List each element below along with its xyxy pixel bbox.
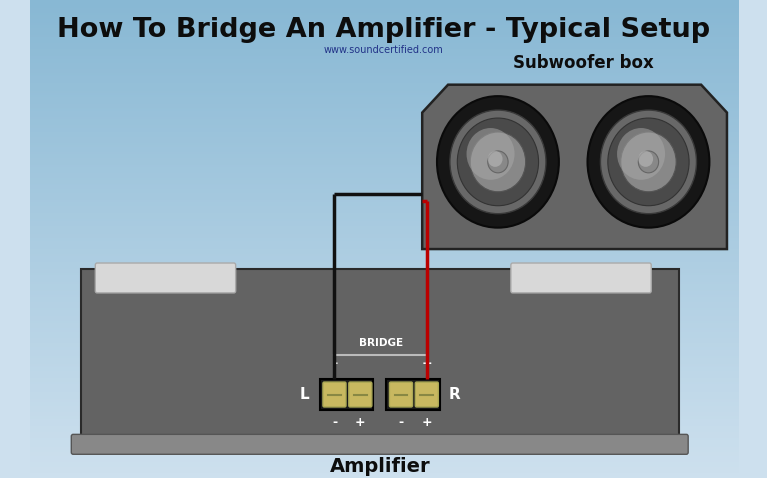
Text: +: + <box>355 416 366 429</box>
Text: -: - <box>398 416 403 429</box>
Text: -: - <box>332 357 337 369</box>
FancyBboxPatch shape <box>95 263 235 293</box>
FancyBboxPatch shape <box>349 382 372 407</box>
Bar <box>81 269 679 438</box>
Text: +: + <box>422 416 432 429</box>
Circle shape <box>601 110 696 214</box>
FancyBboxPatch shape <box>71 435 688 454</box>
Circle shape <box>638 151 659 173</box>
Circle shape <box>488 151 508 173</box>
Text: Amplifier: Amplifier <box>329 457 430 476</box>
Circle shape <box>457 118 538 206</box>
Polygon shape <box>422 85 727 249</box>
Text: L: L <box>300 387 310 402</box>
Text: How To Bridge An Amplifier - Typical Setup: How To Bridge An Amplifier - Typical Set… <box>57 17 710 43</box>
Text: www.soundcertified.com: www.soundcertified.com <box>324 45 443 55</box>
Bar <box>320 379 374 411</box>
FancyBboxPatch shape <box>415 382 439 407</box>
Circle shape <box>617 128 665 180</box>
Text: +: + <box>422 357 432 369</box>
Circle shape <box>450 110 546 214</box>
Text: Subwoofer box: Subwoofer box <box>513 54 654 72</box>
Circle shape <box>488 151 502 167</box>
Circle shape <box>588 96 709 228</box>
Circle shape <box>621 132 676 192</box>
FancyBboxPatch shape <box>511 263 651 293</box>
Bar <box>387 379 439 411</box>
FancyBboxPatch shape <box>323 382 346 407</box>
Circle shape <box>638 151 653 167</box>
Text: BRIDGE: BRIDGE <box>359 337 403 348</box>
Circle shape <box>437 96 559 228</box>
FancyBboxPatch shape <box>390 382 413 407</box>
Circle shape <box>607 118 689 206</box>
Text: -: - <box>332 416 337 429</box>
Text: R: R <box>449 387 460 402</box>
Circle shape <box>470 132 525 192</box>
Circle shape <box>466 128 515 180</box>
